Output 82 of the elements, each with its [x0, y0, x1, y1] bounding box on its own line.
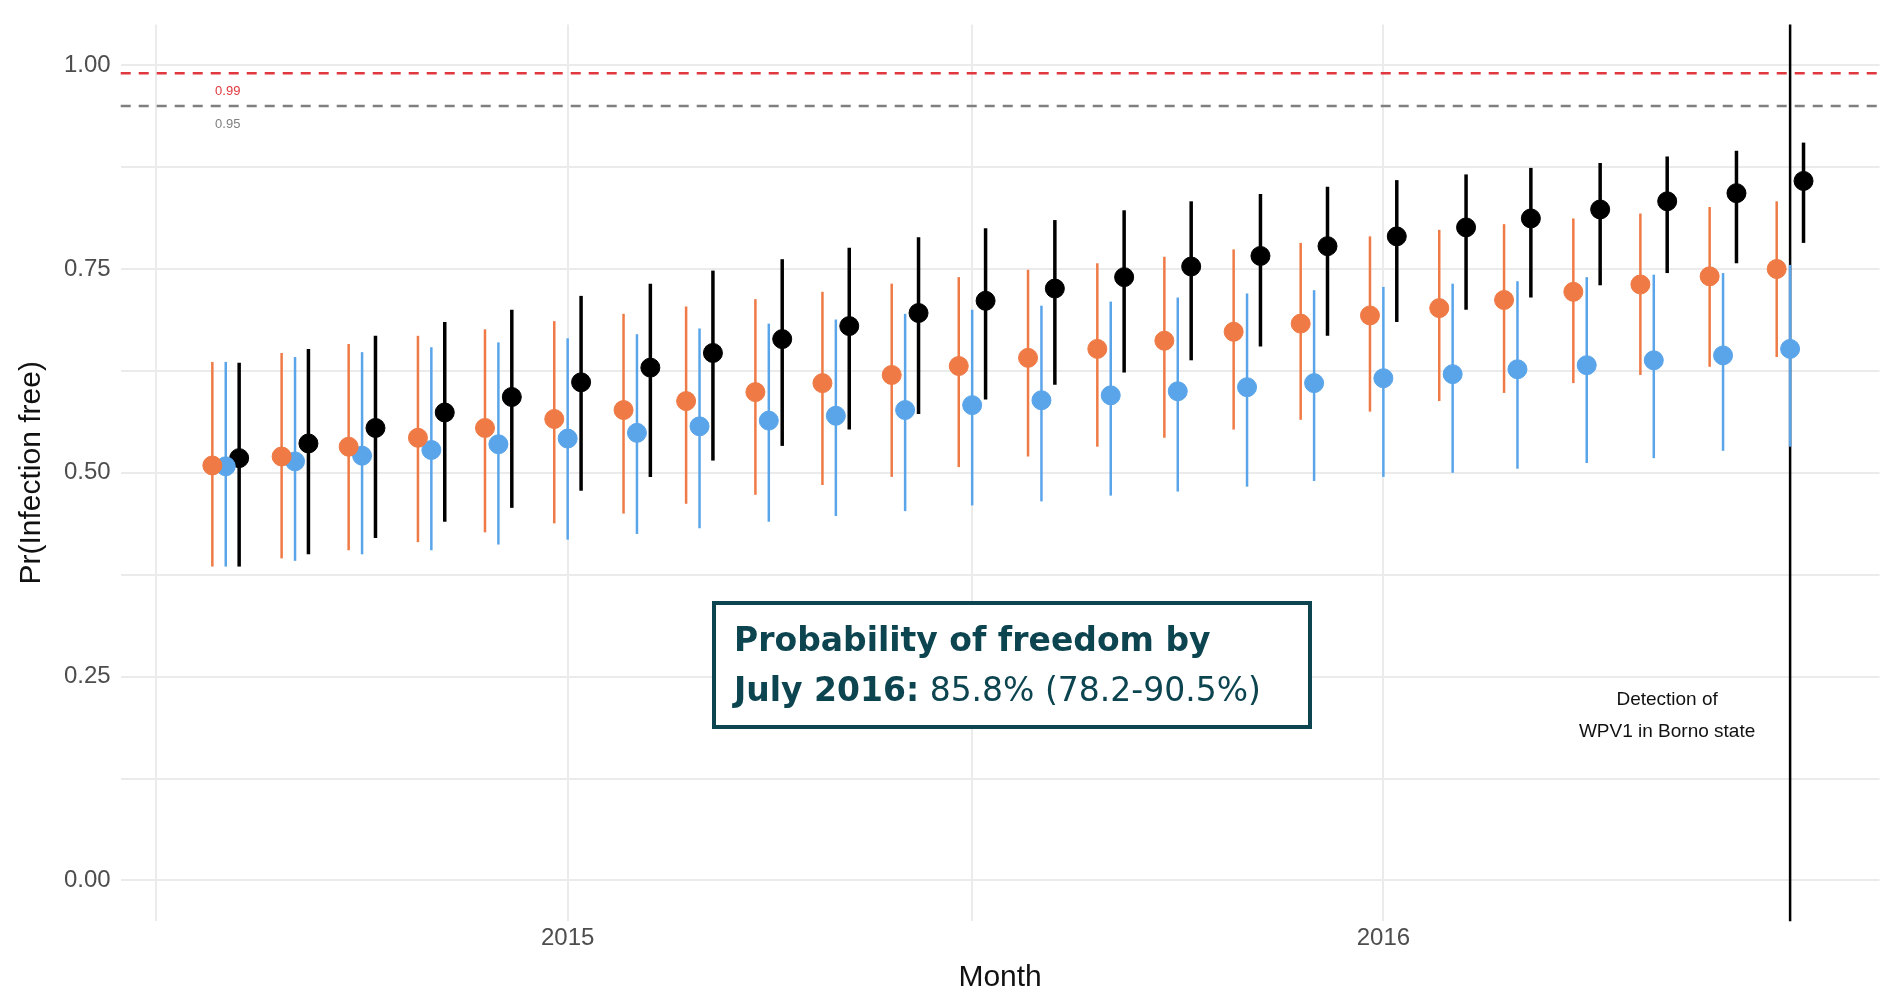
point — [338, 436, 359, 457]
point — [1087, 338, 1108, 359]
point — [434, 402, 455, 423]
point — [1429, 298, 1450, 319]
point — [758, 410, 779, 431]
point — [1576, 355, 1597, 376]
point — [975, 290, 996, 311]
point — [1766, 258, 1787, 279]
point — [1031, 390, 1052, 411]
point — [881, 364, 902, 385]
point — [676, 391, 697, 412]
point — [702, 342, 723, 363]
y-tick-label: 0.00 — [63, 865, 111, 893]
ref-line-label: Detection of WPV1 in Borno state — [1578, 688, 1756, 742]
y-tick-label: 1.00 — [63, 49, 111, 77]
point — [407, 427, 428, 448]
point — [640, 357, 661, 378]
point — [571, 372, 592, 393]
point — [1154, 330, 1175, 351]
point — [1237, 377, 1258, 398]
point — [1373, 368, 1394, 389]
y-tick-label: 0.50 — [63, 457, 111, 485]
point — [1456, 217, 1477, 238]
point — [626, 422, 647, 443]
point — [1167, 381, 1188, 402]
point — [1643, 350, 1664, 371]
point — [1657, 191, 1678, 212]
point — [1317, 236, 1338, 257]
point — [352, 445, 373, 466]
ref-line-label: 0.99 — [215, 83, 241, 99]
point — [557, 428, 578, 449]
point — [1114, 267, 1135, 288]
ref-line-label: 0.95 — [215, 115, 241, 131]
point — [1386, 226, 1407, 247]
point — [1442, 364, 1463, 385]
point — [895, 400, 916, 421]
point — [825, 405, 846, 426]
point — [613, 400, 634, 421]
point — [1590, 199, 1611, 220]
point — [202, 455, 223, 476]
point — [474, 417, 495, 438]
point — [1563, 281, 1584, 302]
point — [1181, 256, 1202, 277]
point — [1018, 347, 1039, 368]
point — [1290, 313, 1311, 334]
y-tick-label: 0.25 — [63, 661, 111, 689]
point — [839, 316, 860, 337]
point — [1780, 338, 1801, 359]
y-tick-label: 0.75 — [63, 253, 111, 281]
y-axis-title: Pr(Infection free) — [13, 361, 47, 585]
point — [1699, 266, 1720, 287]
x-tick-label: 2016 — [1356, 923, 1411, 951]
point — [298, 433, 319, 454]
point — [1044, 278, 1065, 299]
point — [812, 373, 833, 394]
point — [488, 434, 509, 455]
point — [1507, 359, 1528, 380]
point — [1304, 373, 1325, 394]
point — [1793, 170, 1814, 191]
x-axis-title: Month — [958, 959, 1042, 993]
point — [962, 395, 983, 416]
point — [948, 356, 969, 376]
point — [689, 416, 710, 437]
point — [365, 417, 386, 438]
point — [1359, 305, 1380, 326]
point — [908, 303, 929, 324]
point — [1520, 208, 1541, 229]
point — [501, 386, 522, 407]
point — [1726, 183, 1747, 204]
point — [1713, 345, 1734, 366]
point — [421, 439, 442, 460]
point — [1223, 321, 1244, 342]
point — [745, 382, 766, 403]
point — [772, 329, 793, 350]
point — [1250, 245, 1271, 266]
annotation: Probability of freedom by July 2016: 85.8% (78.2-90.5%) — [712, 601, 1312, 729]
point — [1494, 289, 1515, 310]
point — [1100, 385, 1121, 406]
point — [544, 408, 565, 429]
point — [1630, 274, 1651, 295]
x-tick-label: 2015 — [540, 923, 595, 951]
point — [271, 446, 292, 467]
